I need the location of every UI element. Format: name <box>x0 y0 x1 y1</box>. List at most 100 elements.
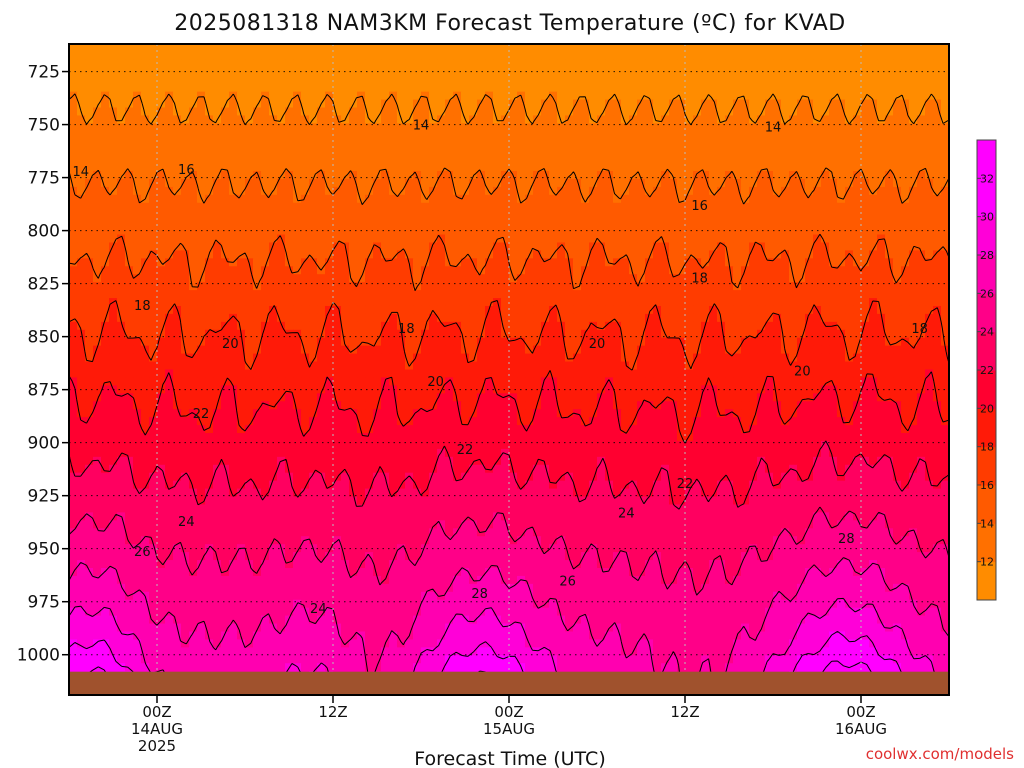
field-cell <box>493 186 502 196</box>
field-cell <box>309 75 318 85</box>
field-cell <box>517 377 526 386</box>
field-cell <box>733 369 742 379</box>
field-cell <box>901 123 910 132</box>
field-cell <box>477 91 486 101</box>
field-cell <box>805 345 814 355</box>
field-cell <box>141 266 150 275</box>
field-cell <box>397 202 406 212</box>
field-cell <box>901 178 910 188</box>
field-cell <box>413 234 422 244</box>
field-cell <box>349 83 358 93</box>
field-cell <box>565 115 574 124</box>
field-cell <box>397 345 406 355</box>
field-cell <box>477 226 486 236</box>
field-cell <box>541 226 550 236</box>
field-cell <box>373 44 382 53</box>
field-cell <box>493 147 502 156</box>
field-cell <box>437 147 446 156</box>
field-cell <box>101 361 110 371</box>
field-cell <box>349 234 358 244</box>
field-cell <box>717 210 726 220</box>
field-cell <box>109 44 118 53</box>
field-cell <box>645 91 654 101</box>
field-cell <box>805 75 814 85</box>
field-cell <box>621 321 630 331</box>
field-cell <box>733 218 742 228</box>
field-cell <box>573 218 582 228</box>
field-cell <box>581 139 590 148</box>
field-cell <box>653 67 662 77</box>
field-cell <box>189 210 198 220</box>
field-cell <box>533 59 542 69</box>
field-cell <box>861 321 870 331</box>
field-cell <box>413 385 422 394</box>
field-cell <box>381 234 390 244</box>
field-cell <box>197 401 206 410</box>
field-cell <box>669 75 678 85</box>
field-cell <box>845 163 854 172</box>
field-cell <box>101 218 110 228</box>
field-cell <box>557 51 566 61</box>
field-cell <box>533 353 542 363</box>
field-cell <box>333 313 342 323</box>
field-cell <box>285 393 294 402</box>
field-cell <box>349 250 358 259</box>
field-cell <box>277 305 286 315</box>
field-cell <box>301 361 310 371</box>
field-cell <box>565 282 574 291</box>
field-cell <box>693 171 702 180</box>
field-cell <box>485 274 494 283</box>
field-cell <box>445 298 454 307</box>
field-cell <box>133 139 142 148</box>
field-cell <box>397 59 406 69</box>
field-cell <box>597 369 606 379</box>
field-cell <box>285 329 294 339</box>
field-cell <box>757 385 766 394</box>
field-cell <box>461 337 470 347</box>
field-cell <box>373 131 382 140</box>
field-cell <box>757 337 766 347</box>
field-cell <box>653 194 662 204</box>
field-cell <box>677 75 686 85</box>
field-cell <box>405 274 414 283</box>
field-cell <box>781 321 790 331</box>
field-cell <box>717 99 726 109</box>
field-cell <box>629 369 638 379</box>
field-cell <box>157 274 166 283</box>
field-cell <box>261 194 270 204</box>
field-cell <box>117 163 126 172</box>
field-cell <box>261 329 270 339</box>
field-cell <box>213 226 222 236</box>
field-cell <box>205 75 214 85</box>
field-cell <box>733 242 742 252</box>
field-cell <box>101 51 110 61</box>
field-cell <box>909 321 918 331</box>
field-cell <box>221 282 230 291</box>
field-cell <box>621 44 630 53</box>
field-cell <box>837 75 846 85</box>
field-cell <box>381 385 390 394</box>
field-cell <box>237 155 246 164</box>
field-cell <box>557 67 566 77</box>
field-cell <box>717 369 726 379</box>
field-cell <box>717 218 726 228</box>
field-cell <box>197 202 206 212</box>
field-cell <box>893 202 902 212</box>
field-cell <box>589 186 598 196</box>
field-cell <box>909 171 918 180</box>
field-cell <box>725 147 734 156</box>
field-cell <box>357 99 366 109</box>
field-cell <box>493 107 502 117</box>
field-cell <box>605 115 614 124</box>
field-cell <box>77 345 86 355</box>
field-cell <box>437 186 446 196</box>
field-cell <box>933 298 942 307</box>
field-cell <box>845 123 854 132</box>
field-cell <box>421 329 430 339</box>
field-cell <box>253 51 262 61</box>
field-cell <box>581 131 590 140</box>
field-cell <box>325 210 334 220</box>
field-cell <box>469 337 478 347</box>
field-cell <box>389 202 398 212</box>
field-cell <box>461 131 470 140</box>
